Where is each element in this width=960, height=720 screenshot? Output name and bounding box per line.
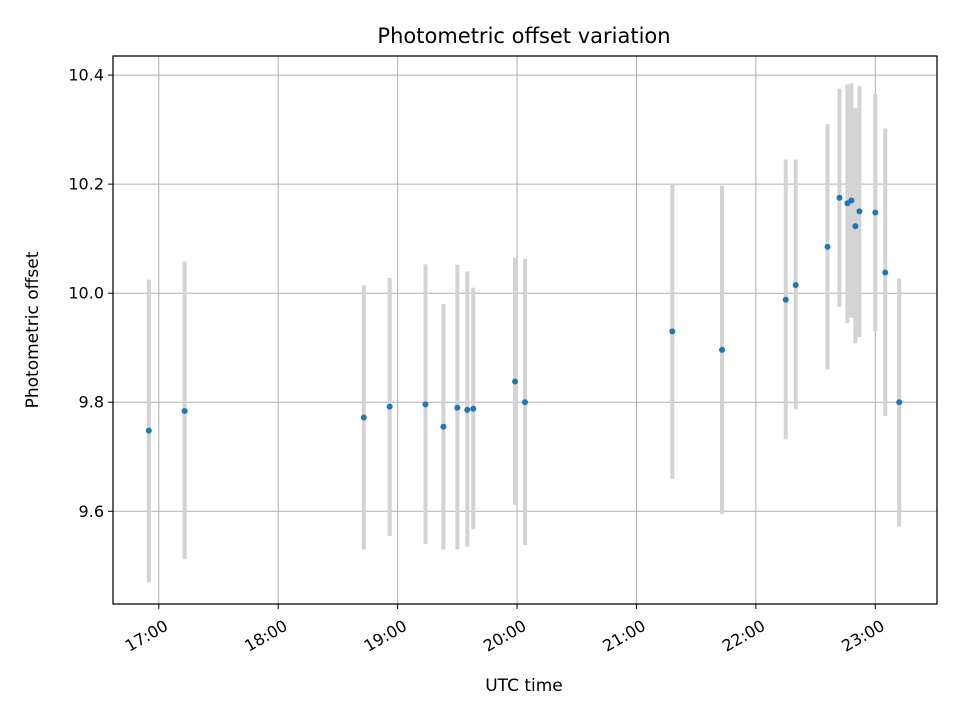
data-point: [719, 346, 726, 353]
data-point: [836, 194, 843, 201]
y-tick-label: 10.4: [68, 66, 104, 85]
data-point: [856, 208, 863, 215]
data-point: [145, 427, 152, 434]
data-point: [181, 407, 188, 414]
data-point: [440, 423, 447, 430]
chart-title: Photometric offset variation: [377, 24, 670, 48]
data-point: [512, 378, 519, 385]
data-point: [792, 282, 799, 289]
data-point: [782, 296, 789, 303]
data-point: [824, 243, 831, 250]
data-point: [882, 269, 889, 276]
data-point: [669, 328, 676, 335]
data-point: [386, 403, 393, 410]
y-axis-title: Photometric offset: [23, 251, 43, 408]
data-point: [360, 414, 367, 421]
data-point: [470, 405, 477, 412]
x-axis-title: UTC time: [485, 676, 563, 696]
plot-frame: [112, 55, 938, 605]
data-point: [454, 404, 461, 411]
data-point: [872, 209, 879, 216]
data-point: [848, 197, 855, 204]
data-point: [896, 399, 903, 406]
y-tick-label: 10.0: [68, 284, 104, 303]
y-axis-ticks: 9.6 9.8 10.0 10.2 10.4: [68, 66, 113, 521]
data-point: [852, 223, 859, 230]
y-tick-label: 10.2: [68, 175, 104, 194]
data-points: [145, 194, 903, 434]
data-point: [422, 401, 429, 408]
y-tick-label: 9.6: [79, 502, 104, 521]
data-point: [522, 399, 528, 406]
data-point: [464, 406, 471, 413]
y-tick-label: 9.8: [79, 393, 104, 412]
